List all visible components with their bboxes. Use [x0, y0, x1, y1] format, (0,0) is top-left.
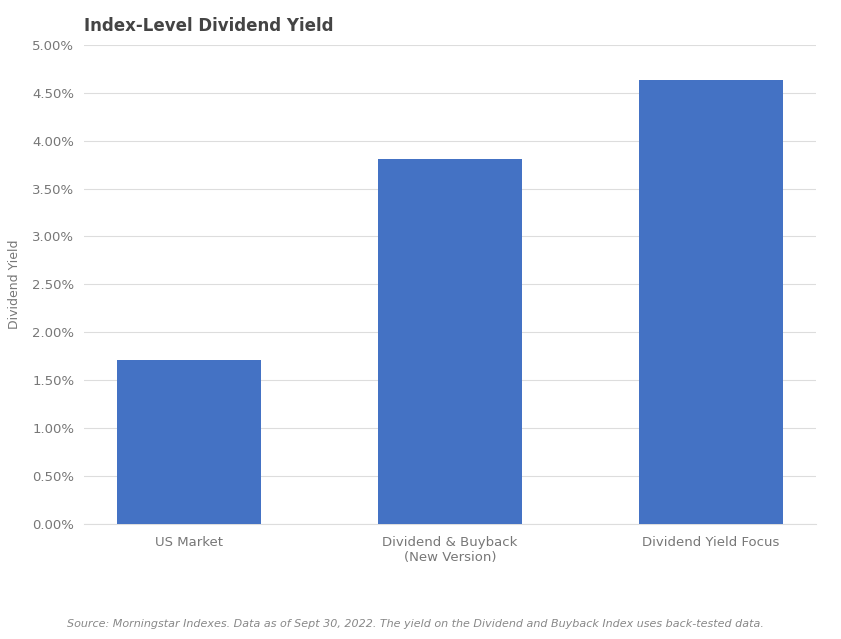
Bar: [118, 360, 261, 524]
Bar: [639, 81, 782, 524]
Text: Source: Morningstar Indexes. Data as of Sept 30, 2022. The yield on the Dividend: Source: Morningstar Indexes. Data as of …: [67, 619, 764, 629]
Bar: [378, 158, 521, 524]
Y-axis label: Dividend Yield: Dividend Yield: [8, 240, 21, 329]
Text: Index-Level Dividend Yield: Index-Level Dividend Yield: [84, 17, 334, 35]
